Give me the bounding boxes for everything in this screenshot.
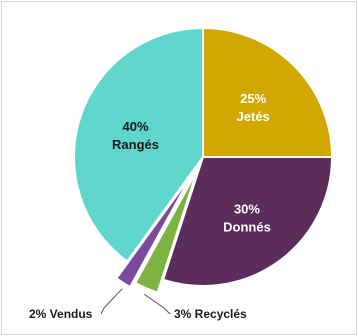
leader-line-recycles [143,293,171,315]
slice-label-pct: 30% [234,202,260,217]
slice-label-name: Rangés [112,137,159,152]
slice-label-pct: 40% [123,119,149,134]
pie-slice-rangés [73,26,204,263]
slice-label-name: Donnés [223,220,271,235]
pie-slice-recyclés [133,169,199,294]
pie-slice-jetés [202,26,334,158]
pie-slice-donnés [161,156,334,287]
slice-label-pct: 25% [240,91,266,106]
pie-slice-vendus [115,173,194,289]
outside-label-vendus: 2% Vendus [29,307,93,321]
leader-line-vendus [100,288,123,315]
outside-label-recycles: 3% Recyclés [174,307,247,321]
slice-label-name: Jetés [237,109,270,124]
